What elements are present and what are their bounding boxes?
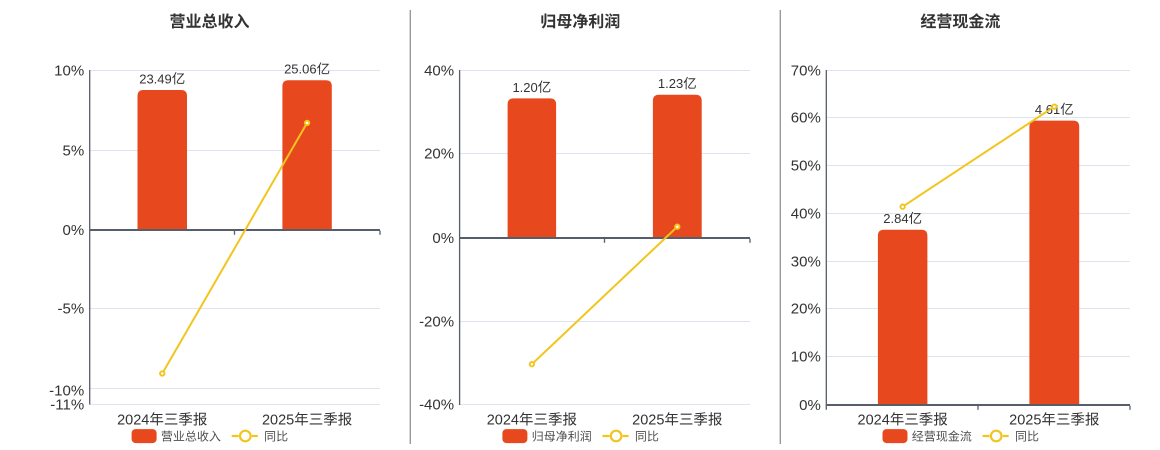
svg-text:10%: 10% (54, 63, 84, 80)
svg-text:-5%: -5% (58, 301, 85, 318)
svg-text:1.20: 1.20 (512, 80, 537, 95)
svg-text:40%: 40% (424, 63, 454, 80)
svg-text:20%: 20% (791, 301, 821, 318)
svg-text:0%: 0% (799, 397, 821, 414)
svg-text:10%: 10% (791, 349, 821, 366)
svg-text:2025: 2025 (1009, 412, 1041, 428)
svg-text:-11%: -11% (50, 397, 84, 414)
svg-text:-40%: -40% (419, 397, 454, 414)
svg-text:1.23: 1.23 (658, 76, 683, 91)
svg-text:30%: 30% (791, 254, 821, 271)
svg-text:2025: 2025 (262, 412, 294, 428)
svg-text:23.49: 23.49 (139, 71, 172, 86)
svg-text:2.84: 2.84 (883, 211, 908, 226)
svg-text:-20%: -20% (419, 314, 454, 331)
svg-text:5%: 5% (63, 143, 85, 160)
svg-text:20%: 20% (424, 146, 454, 163)
svg-text:60%: 60% (791, 110, 821, 127)
svg-text:40%: 40% (791, 206, 821, 223)
svg-text:2024: 2024 (117, 412, 149, 428)
svg-text:2024: 2024 (858, 412, 890, 428)
svg-text:4.61: 4.61 (1035, 102, 1060, 117)
svg-text:2025: 2025 (632, 412, 664, 428)
svg-text:2024: 2024 (487, 412, 519, 428)
svg-text:25.06: 25.06 (284, 62, 317, 77)
svg-text:0%: 0% (63, 222, 85, 239)
svg-text:0%: 0% (432, 230, 454, 247)
svg-text:70%: 70% (791, 63, 821, 80)
svg-text:50%: 50% (791, 158, 821, 175)
svg-text:-10%: -10% (49, 382, 84, 399)
